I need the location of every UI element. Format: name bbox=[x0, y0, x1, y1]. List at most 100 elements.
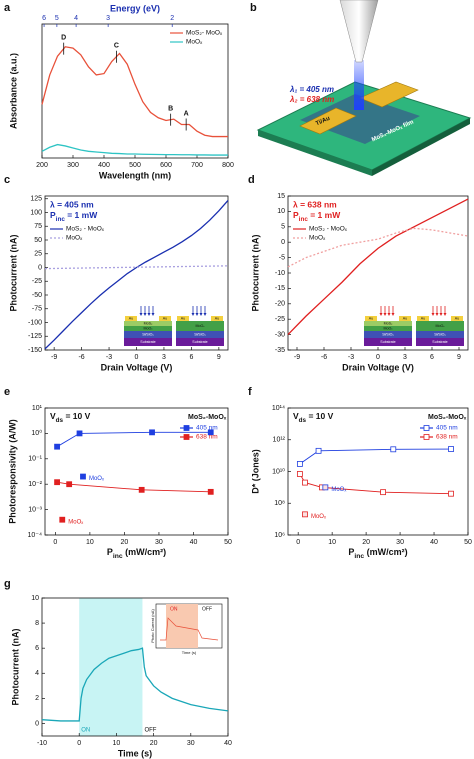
device-label: Si/SiO₂ bbox=[142, 332, 154, 336]
x-tick-label: -6 bbox=[78, 354, 84, 361]
device-electrode bbox=[125, 316, 137, 321]
x-tick-label: 6 bbox=[189, 354, 193, 361]
device-label: Substrate bbox=[192, 340, 207, 344]
device-layer bbox=[416, 338, 464, 346]
device-label: Au bbox=[369, 317, 373, 321]
y-tick-label: -5 bbox=[279, 254, 285, 261]
device-electrode bbox=[417, 316, 429, 321]
device-layer bbox=[176, 321, 224, 331]
x2-tick-label: 3 bbox=[106, 15, 110, 22]
y-axis-label: Photocurrent (nA) bbox=[10, 629, 20, 706]
device-label: Si/SiO₂ bbox=[382, 332, 394, 336]
x-axis-label: Time (s) bbox=[118, 748, 152, 758]
x-tick-label: -3 bbox=[348, 354, 354, 361]
x-tick-label: 50 bbox=[224, 539, 232, 546]
x-tick-label: 500 bbox=[129, 162, 141, 169]
light-arrow-head bbox=[443, 313, 447, 316]
device-electrode bbox=[399, 316, 411, 321]
x-tick-label: 3 bbox=[403, 354, 407, 361]
inset-on-region bbox=[166, 604, 198, 648]
device-electrode bbox=[159, 316, 171, 321]
panel-text: λ = 638 nm bbox=[293, 199, 337, 209]
x-tick-label: -9 bbox=[294, 354, 300, 361]
y-tick-label: 10¹ bbox=[32, 405, 43, 412]
x-tick-label: 9 bbox=[217, 354, 221, 361]
x-tick-label: 700 bbox=[191, 162, 203, 169]
light-arrow-head bbox=[387, 313, 391, 316]
text-part: ds bbox=[56, 417, 64, 424]
panel-label: a bbox=[4, 2, 11, 14]
y-tick-label: 100 bbox=[30, 209, 42, 216]
inset-state-label: OFF bbox=[202, 606, 212, 612]
light-arrow-head bbox=[379, 313, 383, 316]
device-label: Au bbox=[455, 317, 459, 321]
y-tick-label: 15 bbox=[277, 193, 285, 200]
x2-tick-label: 4 bbox=[74, 15, 78, 22]
light-arrow-head bbox=[439, 313, 443, 316]
light-arrow-head bbox=[391, 313, 395, 316]
device-layer bbox=[124, 326, 172, 331]
text-part: inc bbox=[113, 553, 123, 560]
light-arrow-head bbox=[199, 313, 203, 316]
x-tick-label: 0 bbox=[77, 740, 81, 747]
inset-state-label: ON bbox=[170, 606, 178, 612]
device-label: MoS₂ bbox=[144, 321, 153, 325]
x-tick-label: 10 bbox=[328, 539, 336, 546]
data-point bbox=[296, 471, 303, 477]
laser-beam bbox=[354, 60, 364, 110]
reference-point bbox=[322, 484, 329, 491]
state-label: ON bbox=[81, 728, 90, 734]
light-arrow-head bbox=[139, 313, 143, 316]
on-region bbox=[79, 598, 143, 736]
y-tick-label: 8 bbox=[35, 620, 39, 627]
data-point bbox=[66, 481, 73, 488]
wavelength-label: λ₂ = 638 nm bbox=[289, 95, 334, 104]
device-label: Au bbox=[129, 317, 133, 321]
text-part: P bbox=[348, 547, 354, 557]
y-tick-label: 10⁻³ bbox=[28, 506, 42, 513]
x-tick-label: 50 bbox=[464, 539, 472, 546]
text-part: V bbox=[293, 411, 299, 421]
legend-label: MoOₓ bbox=[186, 39, 203, 46]
data-point bbox=[296, 461, 303, 467]
y-tick-label: -125 bbox=[28, 333, 42, 340]
plot-frame bbox=[44, 407, 229, 536]
light-arrow-head bbox=[191, 313, 195, 316]
inset-y-label: Photo Current (nA) bbox=[150, 609, 155, 643]
x-axis-label: Drain Voltage (V) bbox=[101, 362, 173, 372]
y-tick-label: 10¹² bbox=[273, 437, 286, 444]
x-tick-label: 30 bbox=[187, 740, 195, 747]
x-tick-label: 800 bbox=[222, 162, 234, 169]
state-label: OFF bbox=[144, 728, 156, 734]
light-arrow-head bbox=[203, 313, 207, 316]
y-tick-label: 10 bbox=[31, 595, 39, 602]
reference-label: MoOₓ bbox=[89, 476, 104, 482]
device-layer bbox=[364, 338, 412, 346]
y-tick-label: 125 bbox=[30, 196, 42, 203]
data-point bbox=[448, 446, 454, 452]
text-part: = 10 V bbox=[306, 411, 334, 421]
device-electrode bbox=[451, 316, 463, 321]
x2-axis-label: Energy (eV) bbox=[110, 3, 160, 13]
text-part: ds bbox=[299, 417, 307, 424]
y-axis-label: Photocurrent (nA) bbox=[8, 235, 18, 312]
text-part: inc bbox=[354, 553, 364, 560]
y-tick-label: -10 bbox=[275, 270, 285, 277]
text-part: (mW/cm²) bbox=[364, 547, 408, 557]
x2-tick-label: 5 bbox=[55, 15, 59, 22]
x-tick-label: 20 bbox=[150, 740, 158, 747]
y-tick-label: 10⁸ bbox=[274, 500, 285, 507]
device-label: MoS₂ bbox=[384, 321, 393, 325]
legend-label: MoS₂ - MoOₓ bbox=[309, 226, 348, 233]
legend-label: MoS₂- MoOₓ bbox=[186, 30, 223, 37]
device-layer bbox=[124, 331, 172, 338]
x2-tick-label: 2 bbox=[170, 15, 174, 22]
series-line bbox=[44, 265, 229, 270]
panel-text: Vds = 10 V bbox=[293, 411, 334, 423]
y-tick-label: 6 bbox=[35, 645, 39, 652]
data-point bbox=[315, 447, 322, 454]
text-part: (mW/cm²) bbox=[123, 547, 167, 557]
y-tick-label: 10⁻¹ bbox=[28, 456, 42, 463]
panel-label: b bbox=[250, 2, 257, 14]
y-tick-label: 4 bbox=[35, 670, 39, 677]
